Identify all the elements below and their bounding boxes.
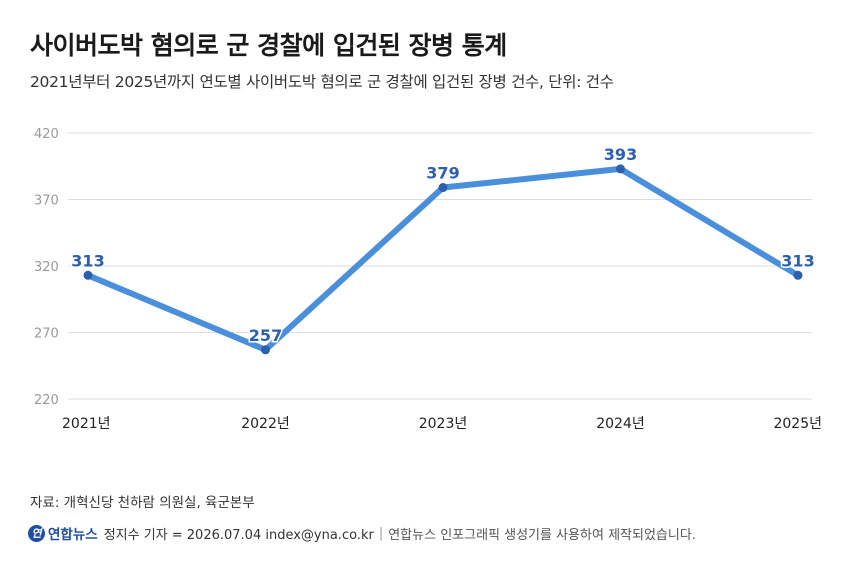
x-tick-label: 2021년 — [62, 416, 111, 432]
y-axis-ticks: 220 270 320 370 420 — [34, 127, 59, 408]
y-tick-label: 320 — [34, 260, 59, 275]
chart-title: 사이버도박 혐의로 군 경찰에 입건된 장병 통계 — [30, 31, 507, 60]
y-tick-label: 420 — [34, 127, 59, 142]
x-tick-label: 2022년 — [241, 416, 290, 432]
credit-separator: | — [378, 525, 384, 541]
yonhap-logo-icon: 연 — [28, 524, 45, 542]
data-labels: 313 257 379 393 313 — [70, 143, 816, 346]
y-tick-label: 220 — [34, 393, 59, 408]
series-line — [85, 165, 801, 353]
credit-line: 연 연합뉴스 정지수 기자 = 2026.07.04 index@yna.co.… — [28, 522, 696, 544]
data-points — [83, 164, 803, 355]
source-note: 자료: 개혁신당 천하람 의원실, 육군본부 — [30, 495, 255, 511]
generator-note: 연합뉴스 인포그래픽 생성기를 사용하여 제작되었습니다. — [388, 527, 696, 543]
gridlines — [68, 132, 812, 400]
x-axis-ticks: 2021년 2022년 2023년 2024년 2025년 — [62, 416, 822, 432]
data-point — [438, 183, 448, 193]
yonhap-logo-text: 연합뉴스 — [48, 527, 98, 543]
x-tick-label: 2025년 — [773, 416, 822, 432]
line-chart: 220 270 320 370 420 2021년 2022년 2023년 2024년 2025… — [34, 127, 822, 432]
yonhap-logo: 연 연합뉴스 — [28, 523, 98, 543]
reporter-credit: 정지수 기자 = 2026.07.04 index@yna.co.kr — [103, 527, 374, 543]
y-tick-label: 270 — [34, 327, 59, 342]
series-line-path — [85, 165, 801, 353]
chart-subtitle: 2021년부터 2025년까지 연도별 사이버도박 혐의로 군 경찰에 입건된 … — [30, 73, 614, 91]
data-point — [793, 270, 803, 280]
data-point — [261, 345, 270, 355]
data-point — [83, 270, 93, 280]
x-tick-label: 2023년 — [419, 416, 468, 432]
data-label: 257 — [249, 326, 282, 345]
data-label: 313 — [71, 251, 104, 270]
data-label: 379 — [426, 164, 459, 183]
y-tick-label: 370 — [34, 194, 59, 209]
data-point — [616, 164, 625, 174]
data-label: 313 — [781, 251, 814, 270]
data-label: 393 — [604, 145, 637, 164]
x-tick-label: 2024년 — [596, 416, 645, 432]
